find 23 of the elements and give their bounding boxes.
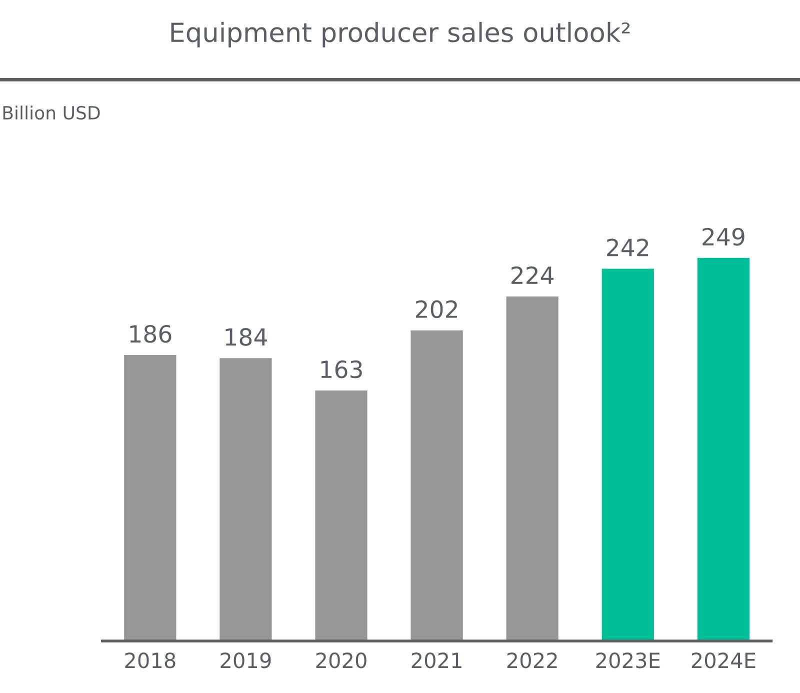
x-tick-label: 2020 (316, 652, 366, 668)
x-tick-label: 2022 (507, 652, 557, 668)
data-label: 186 (130, 324, 172, 343)
bar (504, 295, 560, 642)
x-tick-label: 2021 (412, 652, 462, 668)
x-tick-label: 2018 (125, 652, 176, 668)
chart-title: Equipment producer sales outlook² (171, 22, 630, 48)
data-label: 249 (702, 228, 744, 246)
bar (218, 356, 274, 642)
x-tick-label: 2019 (220, 652, 271, 668)
data-label: 163 (321, 360, 362, 378)
x-tick-label: 2024E (692, 652, 756, 668)
x-tick-label: 2023E (596, 652, 660, 668)
bar (314, 389, 369, 642)
bar (600, 267, 656, 642)
data-label: 242 (607, 238, 648, 256)
bar (409, 328, 464, 642)
data-label: 202 (416, 300, 457, 318)
bar (122, 354, 178, 642)
bar (696, 256, 751, 642)
data-label: 224 (512, 266, 554, 284)
data-label: 184 (226, 328, 267, 346)
text: Billion USD (3, 106, 100, 120)
